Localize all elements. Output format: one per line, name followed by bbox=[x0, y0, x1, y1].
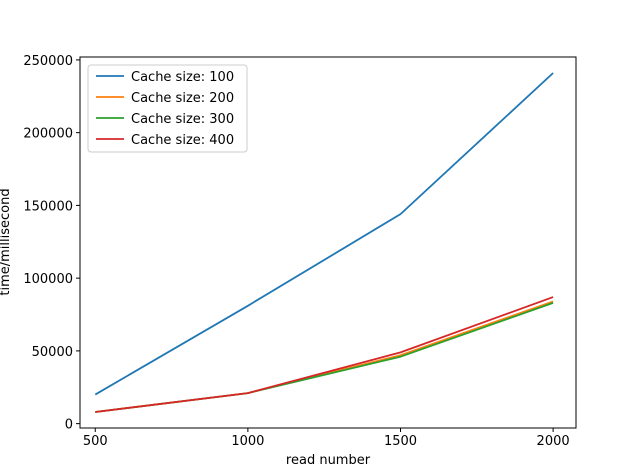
x-tick-label: 1500 bbox=[384, 434, 417, 449]
y-tick-label: 50000 bbox=[32, 345, 73, 360]
x-tick-label: 2000 bbox=[537, 434, 570, 449]
y-tick-label: 200000 bbox=[23, 127, 73, 142]
y-tick-label: 150000 bbox=[23, 199, 73, 214]
legend-label-1: Cache size: 100 bbox=[131, 70, 234, 85]
y-axis-label: time/millisecond bbox=[0, 188, 13, 295]
x-tick-label: 1000 bbox=[231, 434, 264, 449]
legend-box bbox=[87, 64, 248, 153]
series-line-3 bbox=[95, 302, 554, 413]
x-axis: 500 1000 1500 2000 bbox=[83, 428, 570, 449]
legend: Cache size: 100 Cache size: 200 Cache size… bbox=[87, 64, 248, 153]
legend-label-2: Cache size: 200 bbox=[131, 91, 234, 106]
legend-label-3: Cache size: 300 bbox=[131, 112, 234, 127]
series-line-1 bbox=[94, 72, 554, 396]
plot-frame bbox=[79, 56, 577, 429]
y-tick-label: 0 bbox=[65, 418, 73, 433]
y-axis: 0 50000 100000 150000 200000 250000 bbox=[23, 54, 80, 433]
x-axis-label: read number bbox=[286, 453, 371, 468]
series-line-2 bbox=[95, 300, 554, 413]
series-line-4 bbox=[95, 296, 554, 413]
legend-label-4: Cache size: 400 bbox=[131, 133, 234, 148]
x-tick-label: 500 bbox=[83, 434, 108, 449]
y-tick-label: 250000 bbox=[23, 54, 73, 69]
y-tick-label: 100000 bbox=[23, 272, 73, 287]
series-layer bbox=[94, 72, 554, 413]
